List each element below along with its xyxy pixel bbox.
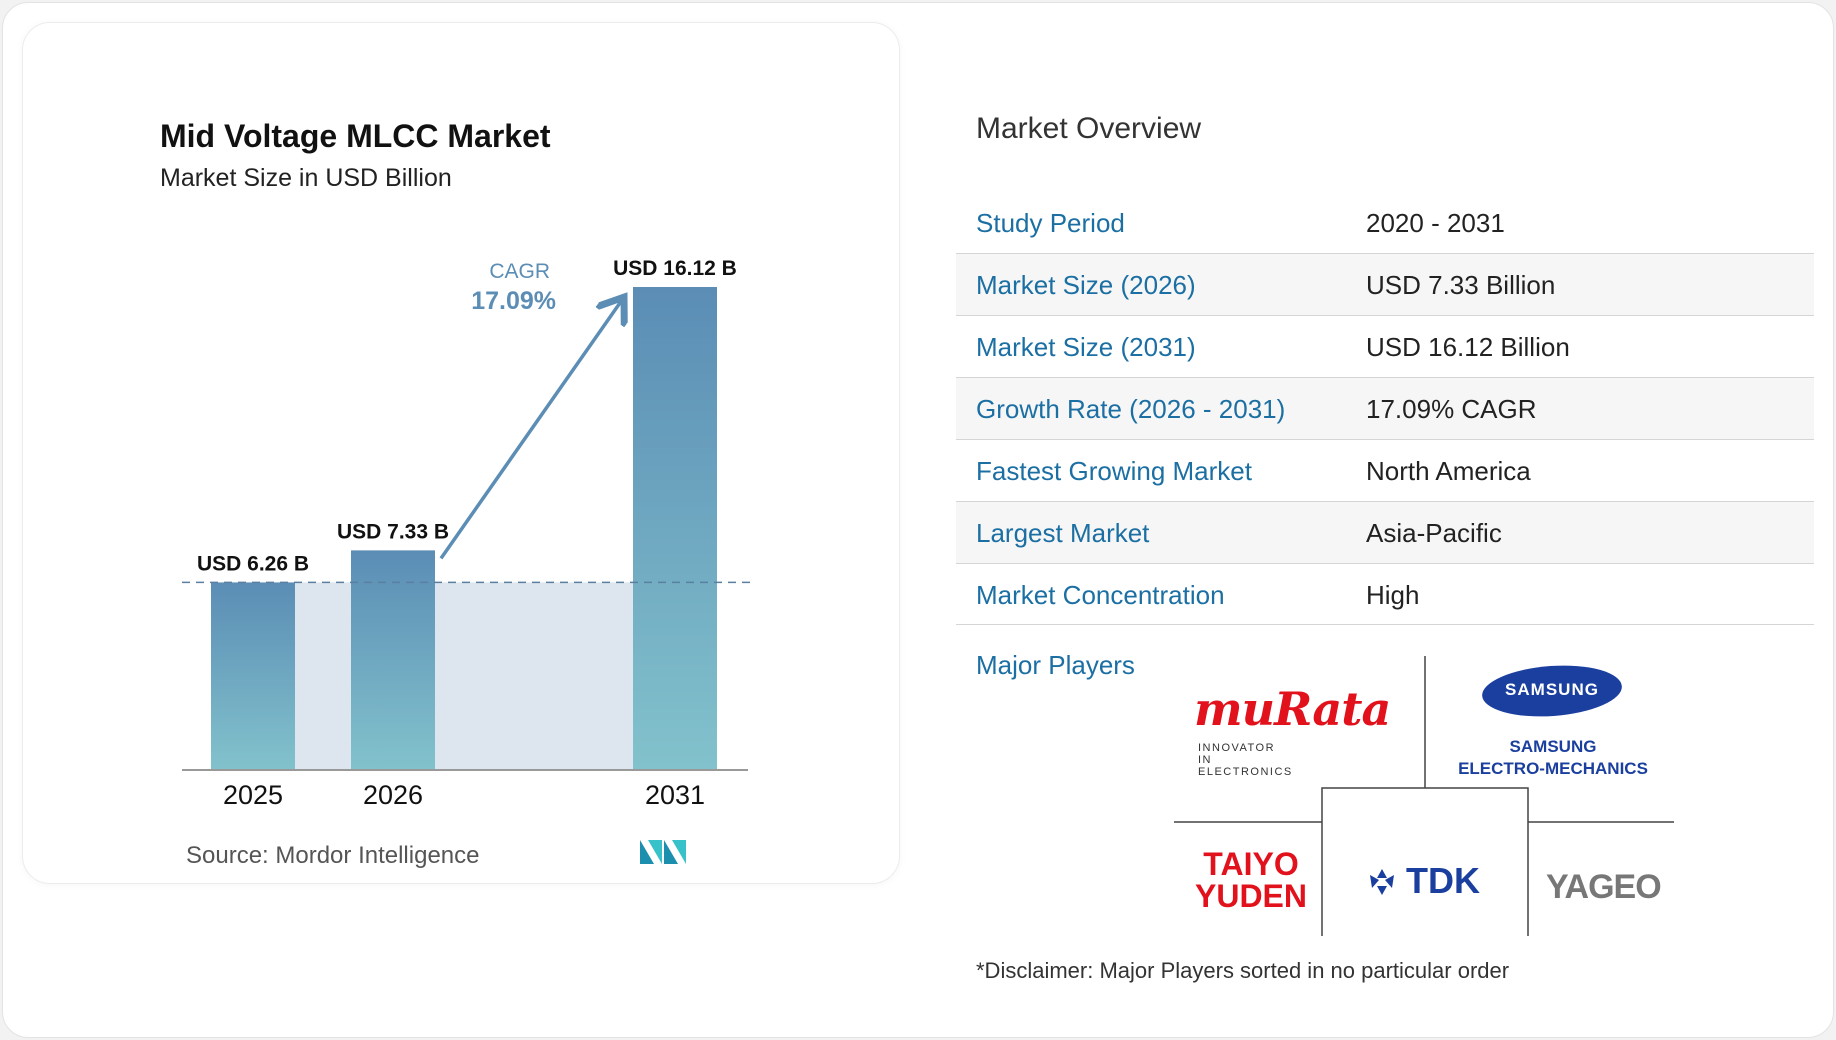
bar-chart: USD 6.26 B 2025 USD 7.33 B 2026 USD 16.12 B 2… — [182, 257, 750, 810]
murata-tagline: INNOVATOR IN ELECTRONICS — [1198, 742, 1293, 778]
row-value: USD 7.33 Billion — [1366, 270, 1556, 300]
taiyo-line-2: YUDEN — [1194, 878, 1307, 914]
overview-table: Study Period 2020 - 2031 Market Size (20… — [956, 192, 1814, 625]
yageo-name: YAGEO — [1546, 868, 1662, 906]
taiyo-line-1: TAIYO — [1203, 846, 1299, 882]
source-note: Source: Mordor Intelligence — [186, 842, 480, 869]
samsung-line-2: ELECTRO-MECHANICS — [1458, 759, 1648, 778]
x-tick-label: 2031 — [645, 780, 705, 810]
row-key: Study Period — [976, 208, 1125, 238]
data-label: USD 6.26 B — [197, 552, 309, 575]
bar — [351, 550, 435, 770]
samsung-line-1: SAMSUNG — [1509, 737, 1597, 756]
tdk-emblem-icon — [1370, 869, 1394, 895]
overview-row: Largest Market Asia-Pacific — [956, 502, 1814, 564]
row-value: USD 16.12 Billion — [1366, 332, 1570, 362]
chart-title: Mid Voltage MLCC Market — [160, 118, 551, 154]
bar — [211, 582, 295, 770]
major-players-label: Major Players — [976, 650, 1135, 680]
row-key: Market Size (2031) — [976, 332, 1196, 362]
cagr-arrow — [439, 300, 622, 560]
x-tick-label: 2026 — [363, 780, 423, 810]
overview-row: Market Size (2026) USD 7.33 Billion — [956, 254, 1814, 316]
samsung-oval-text: SAMSUNG — [1505, 680, 1599, 699]
bar — [633, 287, 717, 770]
row-key: Largest Market — [976, 518, 1150, 548]
row-key: Market Concentration — [976, 580, 1225, 610]
data-label: USD 7.33 B — [337, 520, 449, 543]
overview-row: Growth Rate (2026 - 2031) 17.09% CAGR — [956, 378, 1814, 440]
overview-row: Study Period 2020 - 2031 — [956, 192, 1814, 254]
row-key: Growth Rate (2026 - 2031) — [976, 394, 1286, 424]
row-value: 17.09% CAGR — [1366, 394, 1537, 424]
tdk-name: TDK — [1406, 860, 1481, 901]
data-label: USD 16.12 B — [613, 257, 737, 280]
mordor-logo-icon — [640, 840, 686, 864]
x-tick-label: 2025 — [223, 780, 283, 810]
row-value: High — [1366, 580, 1420, 610]
overview-row: Fastest Growing Market North America — [956, 440, 1814, 502]
row-key: Fastest Growing Market — [976, 456, 1252, 486]
cagr-label: CAGR — [489, 260, 550, 283]
overview-row: Market Size (2031) USD 16.12 Billion — [956, 316, 1814, 378]
row-value: Asia-Pacific — [1366, 518, 1502, 548]
row-value: North America — [1366, 456, 1531, 486]
murata-name: muRata — [1194, 682, 1391, 736]
row-value: 2020 - 2031 — [1366, 208, 1505, 238]
overview-row: Market Concentration High — [956, 564, 1814, 625]
overview-title: Market Overview — [976, 112, 1202, 145]
yageo-logo: YAGEO — [1546, 868, 1662, 907]
chart-subtitle: Market Size in USD Billion — [160, 164, 452, 192]
samsung-company-name: SAMSUNG ELECTRO-MECHANICS — [1450, 736, 1656, 780]
tdk-logo: TDK — [1368, 860, 1480, 902]
cagr-value: 17.09% — [471, 287, 556, 315]
taiyo-yuden-logo: TAIYO YUDEN — [1186, 848, 1316, 912]
disclaimer: *Disclaimer: Major Players sorted in no … — [976, 958, 1510, 983]
row-key: Market Size (2026) — [976, 270, 1196, 300]
